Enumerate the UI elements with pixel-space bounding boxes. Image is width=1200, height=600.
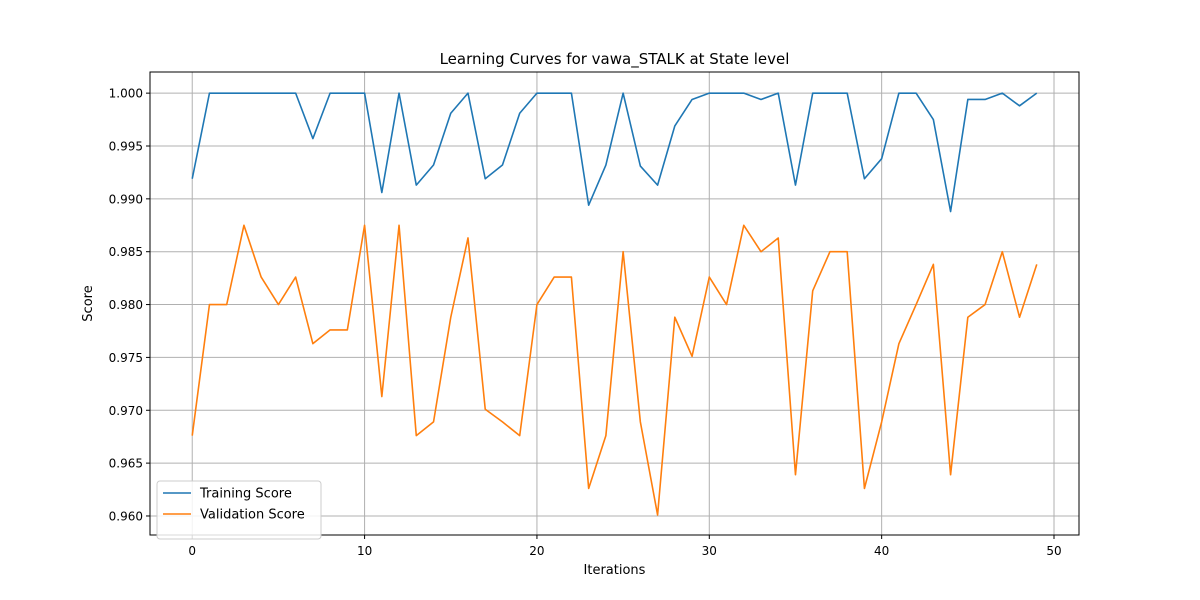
series-lines [191,92,1038,516]
y-axis-label: Score [81,285,96,321]
y-tick-label: 0.965 [109,457,143,471]
y-tick-label: 0.975 [109,351,143,365]
y-tick-label: 0.995 [109,139,143,153]
y-tick-label: 0.985 [109,245,143,259]
legend: Training Score Validation Score [156,480,322,540]
series-line-2 [191,224,1038,516]
grid-lines [150,72,1079,535]
series-line-1 [191,92,1038,213]
y-axis-ticks: 0.960 0.965 0.970 0.975 0.980 0.985 0.990 0.995… [109,87,150,523]
legend-label: Validation Score [200,508,305,523]
x-tick-label: 40 [874,544,889,558]
x-tick-label: 0 [188,544,196,558]
x-axis-label: Iterations [584,563,646,578]
legend-box [156,480,322,540]
y-tick-label: 0.960 [109,509,143,523]
plot-frame [149,71,1080,536]
legend-label: Training Score [199,487,292,502]
x-tick-label: 30 [702,544,717,558]
x-tick-label: 10 [357,544,372,558]
chart-title: Learning Curves for vawa_STALK at State … [440,50,790,69]
y-tick-label: 0.970 [109,404,143,418]
y-tick-label: 0.990 [109,192,143,206]
y-tick-label: 0.980 [109,298,143,312]
y-tick-label: 1.000 [109,87,143,101]
x-axis-ticks: 0 10 20 30 40 50 [188,535,1062,558]
x-tick-label: 50 [1046,544,1061,558]
x-tick-label: 20 [529,544,544,558]
